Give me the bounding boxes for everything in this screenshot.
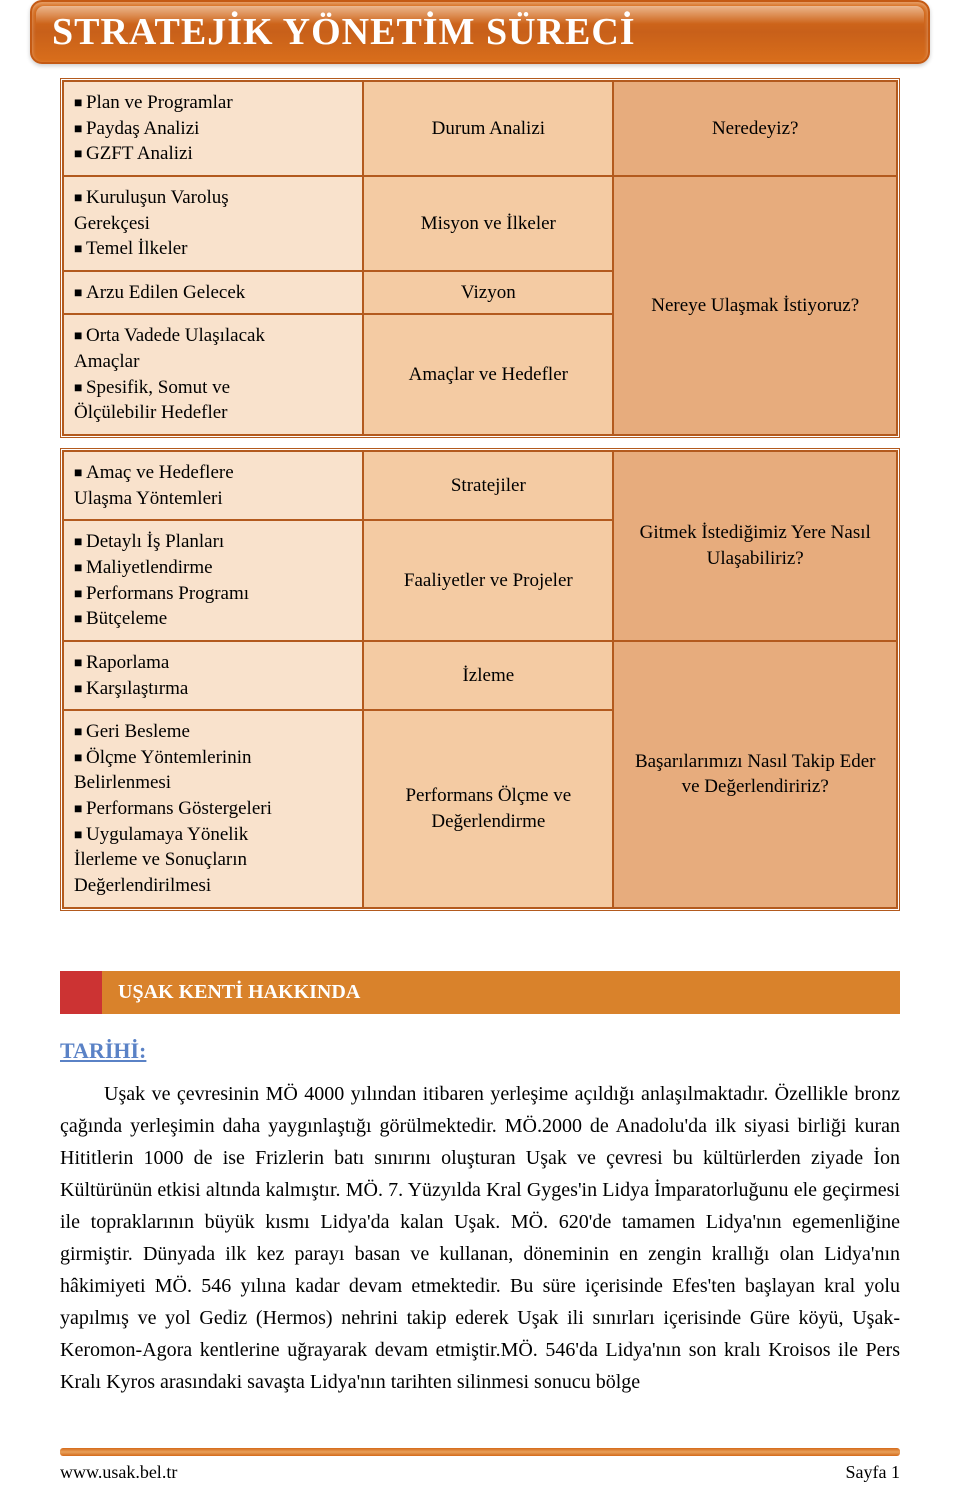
cell-mid: Stratejiler	[363, 451, 613, 520]
body-paragraph: Uşak ve çevresinin MÖ 4000 yılından itib…	[60, 1078, 900, 1398]
table-row: Amaç ve Hedeflere Ulaşma Yöntemleri Stra…	[63, 451, 897, 520]
bullet-item: Bütçeleme	[74, 606, 352, 632]
bullet-continuation: Ölçülebilir Hedefler	[74, 402, 228, 423]
bullet-continuation: Gerekçesi	[74, 213, 150, 234]
cell-left: Geri Besleme Ölçme Yöntemlerinin Belirle…	[63, 710, 363, 907]
page-title: STRATEJİK YÖNETİM SÜRECİ	[52, 10, 908, 54]
cell-mid: Performans Ölçme ve Değerlendirme	[363, 710, 613, 907]
cell-left: Arzu Edilen Gelecek	[63, 271, 363, 315]
bullet-item: Performans Göstergeleri	[74, 796, 352, 822]
process-table-1: Plan ve Programlar Paydaş Analizi GZFT A…	[60, 78, 900, 438]
cell-right: Başarılarımızı Nasıl Takip Eder ve Değer…	[613, 641, 897, 908]
footer-url: www.usak.bel.tr	[60, 1462, 177, 1483]
bullet-continuation: Amaçlar	[74, 351, 139, 372]
table-row: Plan ve Programlar Paydaş Analizi GZFT A…	[63, 81, 897, 176]
bullet-item: GZFT Analizi	[74, 141, 352, 167]
cell-left: Raporlama Karşılaştırma	[63, 641, 363, 710]
bullet-item: Paydaş Analizi	[74, 116, 352, 142]
bullet-item: Maliyetlendirme	[74, 555, 352, 581]
cell-mid: Amaçlar ve Hedefler	[363, 314, 613, 435]
title-banner: STRATEJİK YÖNETİM SÜRECİ	[30, 0, 930, 64]
bullet-item: Uygulamaya Yönelik	[74, 822, 352, 848]
subheading: TARİHİ:	[60, 1038, 900, 1064]
cell-left: Detaylı İş Planları Maliyetlendirme Perf…	[63, 520, 363, 641]
process-table-2: Amaç ve Hedeflere Ulaşma Yöntemleri Stra…	[60, 448, 900, 911]
section-label: UŞAK KENTİ HAKKINDA	[102, 971, 900, 1014]
table-row: Kuruluşun Varoluş Gerekçesi Temel İlkele…	[63, 176, 897, 271]
bullet-item: Plan ve Programlar	[74, 90, 352, 116]
bullet-continuation: İlerleme ve Sonuçların	[74, 849, 247, 870]
cell-right: Neredeyiz?	[613, 81, 897, 176]
table-row: Raporlama Karşılaştırma İzleme Başarılar…	[63, 641, 897, 710]
section-tab	[60, 971, 102, 1014]
cell-mid: Faaliyetler ve Projeler	[363, 520, 613, 641]
bullet-item: Detaylı İş Planları	[74, 529, 352, 555]
section-bar: UŞAK KENTİ HAKKINDA	[60, 971, 900, 1014]
bullet-item: Temel İlkeler	[74, 236, 352, 262]
cell-mid: Vizyon	[363, 271, 613, 315]
bullet-item: Spesifik, Somut ve	[74, 375, 352, 401]
bullet-continuation: Değerlendirilmesi	[74, 875, 211, 896]
bullet-item: Amaç ve Hedeflere	[74, 460, 352, 486]
cell-mid: Misyon ve İlkeler	[363, 176, 613, 271]
footer-rule	[60, 1448, 900, 1456]
cell-left: Plan ve Programlar Paydaş Analizi GZFT A…	[63, 81, 363, 176]
bullet-item: Orta Vadede Ulaşılacak	[74, 323, 352, 349]
cell-mid: Durum Analizi	[363, 81, 613, 176]
bullet-item: Raporlama	[74, 650, 352, 676]
bullet-item: Ölçme Yöntemlerinin	[74, 745, 352, 771]
bullet-item: Karşılaştırma	[74, 676, 352, 702]
cell-right: Nereye Ulaşmak İstiyoruz?	[613, 176, 897, 435]
bullet-continuation: Ulaşma Yöntemleri	[74, 488, 223, 509]
bullet-item: Geri Besleme	[74, 719, 352, 745]
bullet-item: Kuruluşun Varoluş	[74, 185, 352, 211]
cell-left: Orta Vadede Ulaşılacak Amaçlar Spesifik,…	[63, 314, 363, 435]
page: STRATEJİK YÖNETİM SÜRECİ Plan ve Program…	[0, 0, 960, 1511]
bullet-item: Arzu Edilen Gelecek	[74, 280, 352, 306]
cell-left: Kuruluşun Varoluş Gerekçesi Temel İlkele…	[63, 176, 363, 271]
bullet-continuation: Belirlenmesi	[74, 772, 171, 793]
footer-page-number: Sayfa 1	[846, 1462, 900, 1483]
cell-left: Amaç ve Hedeflere Ulaşma Yöntemleri	[63, 451, 363, 520]
cell-right: Gitmek İstediğimiz Yere Nasıl Ulaşabilir…	[613, 451, 897, 641]
page-footer: www.usak.bel.tr Sayfa 1	[60, 1448, 900, 1483]
bullet-item: Performans Programı	[74, 581, 352, 607]
cell-mid: İzleme	[363, 641, 613, 710]
